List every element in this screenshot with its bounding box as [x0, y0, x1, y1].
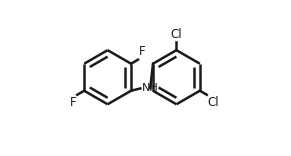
Text: F: F	[139, 45, 146, 58]
Text: Cl: Cl	[171, 28, 182, 41]
Text: F: F	[70, 96, 77, 109]
Text: Cl: Cl	[207, 96, 219, 109]
Text: NH: NH	[142, 83, 159, 93]
